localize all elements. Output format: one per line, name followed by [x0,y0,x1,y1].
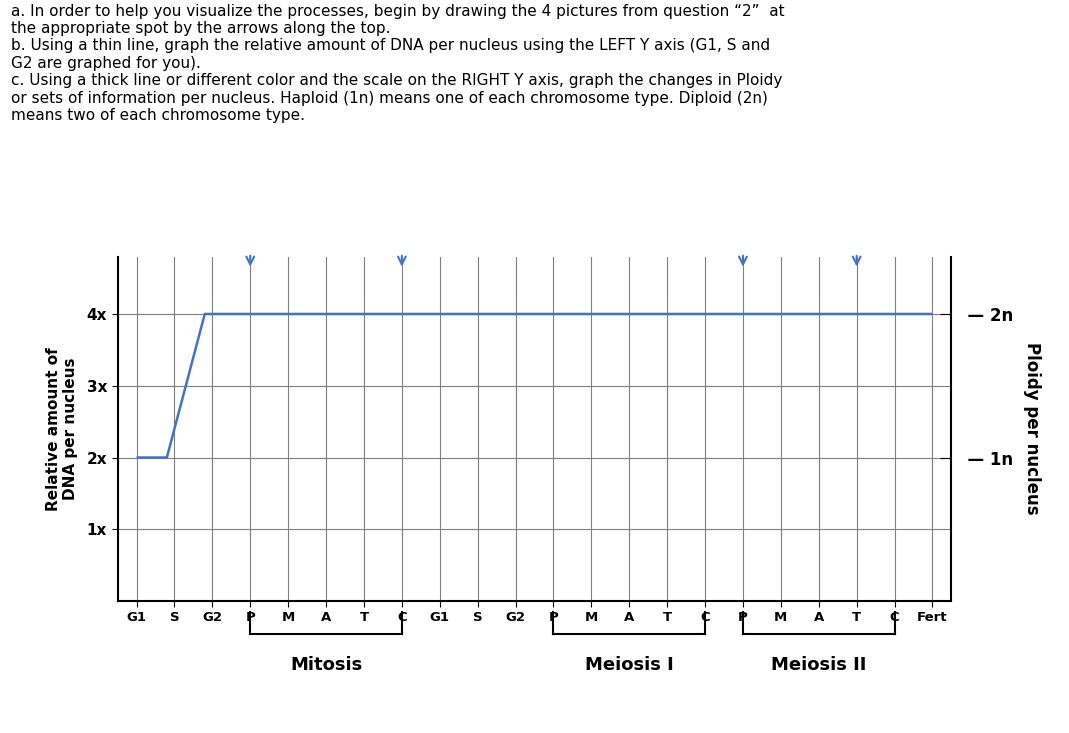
Y-axis label: Relative amount of
DNA per nucleus: Relative amount of DNA per nucleus [46,347,78,511]
Text: a. In order to help you visualize the processes, begin by drawing the 4 pictures: a. In order to help you visualize the pr… [11,4,785,123]
Text: Meiosis I: Meiosis I [585,656,673,674]
Text: Mitosis: Mitosis [290,656,362,674]
Y-axis label: Ploidy per nucleus: Ploidy per nucleus [1023,342,1041,515]
Text: Meiosis II: Meiosis II [771,656,867,674]
